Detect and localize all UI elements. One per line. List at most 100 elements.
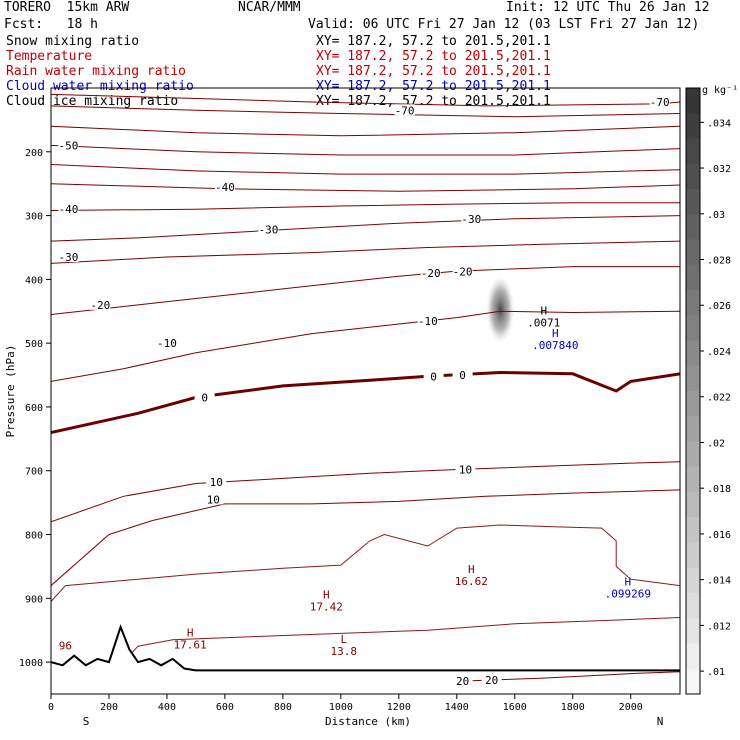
x-tick-label: 1800 bbox=[561, 702, 585, 713]
colorbar-segment bbox=[686, 517, 700, 543]
contour-label-bg bbox=[394, 104, 415, 116]
y-tick-label: 500 bbox=[25, 339, 43, 350]
colorbar-segment bbox=[686, 567, 700, 594]
temperature-contour-line bbox=[51, 144, 680, 156]
field-rain-xy: XY= 187.2, 57.2 to 201.5,201.1 bbox=[316, 64, 551, 79]
y-tick-label: 800 bbox=[25, 531, 43, 542]
temperature-contour-label: 10 bbox=[207, 493, 220, 506]
temperature-contour-label: -40 bbox=[58, 203, 78, 216]
temperature-contour-label: 10 bbox=[459, 463, 472, 476]
init-time: Init: 12 UTC Thu 26 Jan 12 bbox=[506, 0, 710, 15]
extremum-marker: H bbox=[625, 576, 632, 589]
x-tick-label: 1600 bbox=[503, 702, 527, 713]
x-axis-title: Distance (km) bbox=[325, 715, 411, 728]
contour-label-bg bbox=[58, 139, 79, 151]
field-snow-name: Snow mixing ratio bbox=[6, 34, 140, 49]
x-end-label-south: S bbox=[83, 715, 90, 728]
x-tick-label: 1000 bbox=[329, 702, 353, 713]
extremum-value: .099269 bbox=[605, 588, 651, 601]
extremum-marker: H bbox=[468, 563, 475, 576]
temperature-contour-label: 20 bbox=[485, 674, 498, 687]
contour-label-bg bbox=[455, 463, 476, 475]
contour-label-bg bbox=[461, 212, 482, 224]
colorbar-segment bbox=[686, 391, 700, 417]
y-tick-label: 400 bbox=[25, 275, 43, 286]
colorbar-segment bbox=[686, 88, 700, 114]
x-tick-label: 600 bbox=[216, 702, 234, 713]
extremum-value: 17.42 bbox=[310, 600, 343, 613]
field-rain-name: Rain water mixing ratio bbox=[6, 64, 187, 79]
temperature-contour-line bbox=[51, 240, 680, 264]
temperature-contour-line bbox=[51, 215, 680, 242]
colorbar-label: .016 bbox=[707, 530, 731, 541]
colorbar-segment bbox=[686, 542, 700, 569]
contour-label-bg bbox=[156, 337, 177, 349]
y-tick-label: 200 bbox=[25, 148, 43, 159]
colorbar-segment bbox=[686, 618, 700, 644]
temperature-contour-label: -20 bbox=[453, 266, 473, 279]
x-tick-label: 2000 bbox=[619, 702, 643, 713]
colorbar-segment bbox=[686, 365, 700, 392]
colorbar-label: .02 bbox=[707, 438, 725, 449]
temperature-contour-label: 0 bbox=[201, 391, 208, 404]
contour-label-bg bbox=[203, 493, 224, 505]
temperature-contour-line bbox=[51, 461, 680, 523]
colorbar-segment bbox=[686, 315, 700, 341]
temperature-contour-label: -10 bbox=[157, 337, 177, 350]
colorbar-label: .022 bbox=[707, 393, 731, 404]
x-tick-label: 1400 bbox=[445, 702, 469, 713]
colorbar-segment bbox=[686, 189, 700, 215]
extremum-value: 17.61 bbox=[174, 639, 207, 652]
contour-label-bg bbox=[481, 673, 502, 685]
colorbar-segment bbox=[686, 416, 700, 442]
extremum-value: .007840 bbox=[532, 339, 578, 352]
temperature-contour-label: -30 bbox=[258, 224, 278, 237]
field-temp-name: Temperature bbox=[6, 49, 93, 64]
temperature-contour-label: 0 bbox=[430, 370, 437, 383]
extremum-marker: H bbox=[552, 327, 559, 340]
colorbar-unit: g kg⁻¹ bbox=[702, 85, 738, 96]
colorbar-segment bbox=[686, 163, 700, 190]
extremum-marker: H bbox=[323, 588, 330, 601]
x-tick-label: 0 bbox=[48, 702, 54, 713]
temperature-contour-label: -50 bbox=[58, 139, 78, 152]
temperature-contour-line bbox=[51, 164, 680, 175]
extremum-marker: H bbox=[540, 304, 547, 317]
x-end-label-north: N bbox=[657, 715, 664, 728]
contour-label-bg bbox=[214, 180, 235, 192]
contour-label-bg bbox=[452, 369, 473, 381]
temperature-contour-line bbox=[51, 266, 680, 315]
temperature-contour-label: -70 bbox=[395, 104, 415, 117]
contour-label-bg bbox=[423, 370, 444, 382]
x-tick-label: 400 bbox=[158, 702, 176, 713]
colorbar-segment bbox=[686, 668, 700, 695]
colorbar-label: .024 bbox=[707, 347, 731, 358]
center-label: NCAR/MMM bbox=[238, 0, 301, 15]
field-cloudwater-xy: XY= 187.2, 57.2 to 201.5,201.1 bbox=[316, 79, 551, 94]
temperature-contour-line bbox=[51, 310, 680, 382]
temperature-contour-line bbox=[51, 370, 680, 434]
contour-label-bg bbox=[649, 96, 670, 108]
contour-label-bg bbox=[206, 476, 227, 488]
contour-label-bg bbox=[420, 266, 441, 278]
contour-label-bg bbox=[452, 265, 473, 277]
x-tick-label: 200 bbox=[100, 702, 118, 713]
y-tick-label: 900 bbox=[25, 594, 43, 605]
extremum-value: 16.62 bbox=[455, 575, 488, 588]
colorbar-segment bbox=[686, 214, 700, 240]
colorbar-segment bbox=[686, 264, 700, 291]
colorbar-label: .034 bbox=[707, 118, 731, 129]
temperature-contour-label: -40 bbox=[215, 181, 235, 194]
contour-label-bg bbox=[90, 298, 111, 310]
valid-time: Valid: 06 UTC Fri 27 Jan 12 (03 LST Fri … bbox=[308, 17, 700, 32]
temperature-contour-line bbox=[51, 489, 680, 586]
colorbar-segment bbox=[686, 239, 700, 266]
colorbar-frame bbox=[685, 87, 701, 695]
contour-label-bg bbox=[417, 314, 438, 326]
temperature-contour-label: -20 bbox=[421, 267, 441, 280]
colorbar-segment bbox=[686, 643, 700, 670]
colorbar-segment bbox=[686, 113, 700, 139]
extremum-value: .0071 bbox=[527, 316, 560, 329]
terrain-profile-line bbox=[51, 624, 680, 672]
